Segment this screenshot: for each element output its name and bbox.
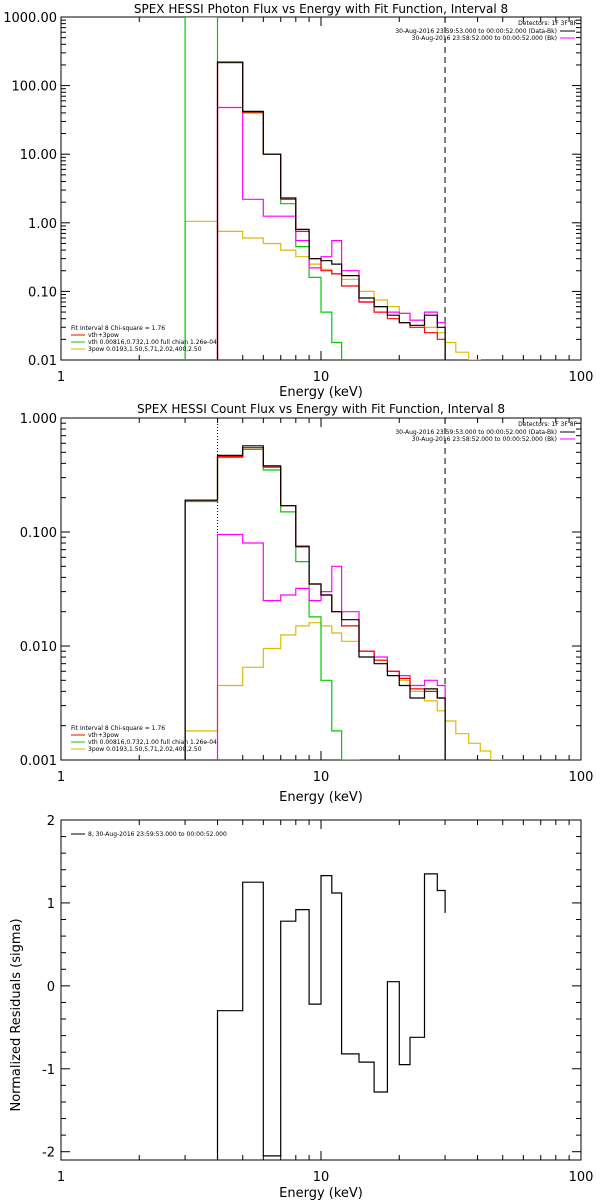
- legend-entry: 30-Aug-2016 23:59:53.000 to 00:00:52.000…: [395, 28, 557, 35]
- y-tick-label: 100.00: [12, 80, 58, 95]
- x-axis-label: Energy (keV): [279, 385, 363, 400]
- y-tick-label: 0.010: [20, 640, 57, 655]
- x-tick-label: 100: [569, 770, 594, 785]
- x-tick-label: 1: [57, 770, 65, 785]
- photon-flux-panel: SPEX HESSI Photon Flux vs Energy with Fi…: [3, 2, 593, 400]
- legend-entry: 3pow 0.0193,1.50,5.71,2.02,400,2.50: [88, 346, 202, 353]
- y-axis: 0.001 0.010 0.100 1.000: [20, 412, 581, 769]
- x-tick-label: 1: [57, 1170, 65, 1185]
- y-axis: 0.01 0.10 1.00 10.00 100.00 1000.00: [3, 11, 581, 369]
- y-axis: -2 -1 0 1 2: [42, 814, 581, 1161]
- x-axis: 1 10 100: [57, 418, 594, 785]
- legend-entry: 8, 30-Aug-2016 23:59:53.000 to 00:00:52.…: [88, 831, 227, 838]
- y-tick-label: 10.00: [20, 148, 57, 163]
- series-vth-line: [184, 17, 343, 360]
- legend-bottom: Fit Interval 8 Chi-square = 1.76vth+3pow…: [71, 725, 217, 753]
- series-vth+3pow-line: [184, 447, 446, 760]
- x-axis-label: Energy (keV): [279, 790, 363, 805]
- legend-bottom: Fit Interval 8 Chi-square = 1.76vth+3pow…: [71, 325, 217, 353]
- legend-entry: 30-Aug-2016 23:59:53.000 to 00:00:52.000…: [395, 429, 557, 436]
- y-tick-label: -1: [42, 1063, 55, 1078]
- x-axis-label: Energy (keV): [279, 1186, 363, 1200]
- legend-entry: vth 0.00816,0.732,1.00 full chian 1.26e-…: [88, 739, 217, 746]
- legend: 8, 30-Aug-2016 23:59:53.000 to 00:00:52.…: [71, 831, 227, 838]
- y-tick-label: 0.100: [20, 526, 57, 541]
- count-flux-panel: SPEX HESSI Count Flux vs Energy with Fit…: [20, 402, 594, 805]
- series-data-line: [216, 61, 446, 360]
- y-tick-label: 0.01: [28, 354, 57, 369]
- series-vth-line: [184, 448, 360, 760]
- legend-fit-header: Fit Interval 8 Chi-square = 1.76: [71, 325, 165, 332]
- legend-entry: 30-Aug-2016 23:58:52.000 to 00:00:52.000…: [412, 35, 557, 42]
- y-axis-label: Normalized Residuals (sigma): [9, 918, 24, 1111]
- x-tick-label: 10: [313, 1170, 330, 1185]
- x-axis: 1 10 100: [57, 17, 594, 385]
- y-tick-label: 2: [47, 814, 55, 829]
- series-layer: [216, 873, 446, 1160]
- legend-entry: 30-Aug-2016 23:58:52.000 to 00:00:52.000…: [412, 436, 557, 443]
- y-tick-label: 0.001: [20, 754, 57, 769]
- chart-title: SPEX HESSI Photon Flux vs Energy with Fi…: [134, 2, 508, 16]
- y-tick-label: 1.000: [20, 412, 57, 427]
- legend-detectors: Detectors: 1F 3F 8F: [518, 20, 577, 27]
- series-3pow-line: [184, 622, 504, 760]
- y-tick-label: 0.10: [28, 285, 57, 300]
- series-layer: [184, 445, 504, 760]
- x-tick-label: 10: [313, 770, 330, 785]
- legend-entry: 3pow 0.0193,1.50,5.71,2.02,400,2.50: [88, 746, 202, 753]
- y-tick-label: 0: [47, 980, 55, 995]
- legend-fit-header: Fit Interval 8 Chi-square = 1.76: [71, 725, 165, 732]
- legend-detectors: Detectors: 1F 3F 8F: [518, 421, 577, 428]
- x-axis: 1 10 100: [57, 820, 594, 1185]
- series-data-line: [184, 445, 446, 760]
- residuals-panel: 1 10 100 -2 -1 0 1 2 8, 30-Aug-2016 23:59:53.000…: [9, 814, 593, 1200]
- series-3pow-line: [184, 220, 481, 360]
- series-8-line: [216, 873, 446, 1160]
- x-tick-label: 100: [569, 370, 594, 385]
- y-tick-label: -2: [42, 1146, 55, 1161]
- y-tick-label: 1000.00: [3, 11, 57, 26]
- legend-entry: vth+3pow: [88, 732, 119, 739]
- legend-entry: vth+3pow: [88, 332, 119, 339]
- series-bk-line: [216, 533, 446, 760]
- legend-entry: vth 0.00816,0.732,1.00 full chian 1.26e-…: [88, 339, 217, 346]
- series-layer: [184, 17, 481, 360]
- x-tick-label: 1: [57, 370, 65, 385]
- chart-title: SPEX HESSI Count Flux vs Energy with Fit…: [137, 402, 505, 416]
- y-tick-label: 1.00: [28, 217, 57, 232]
- x-tick-label: 10: [313, 370, 330, 385]
- x-tick-label: 100: [569, 1170, 594, 1185]
- y-tick-label: 1: [47, 897, 55, 912]
